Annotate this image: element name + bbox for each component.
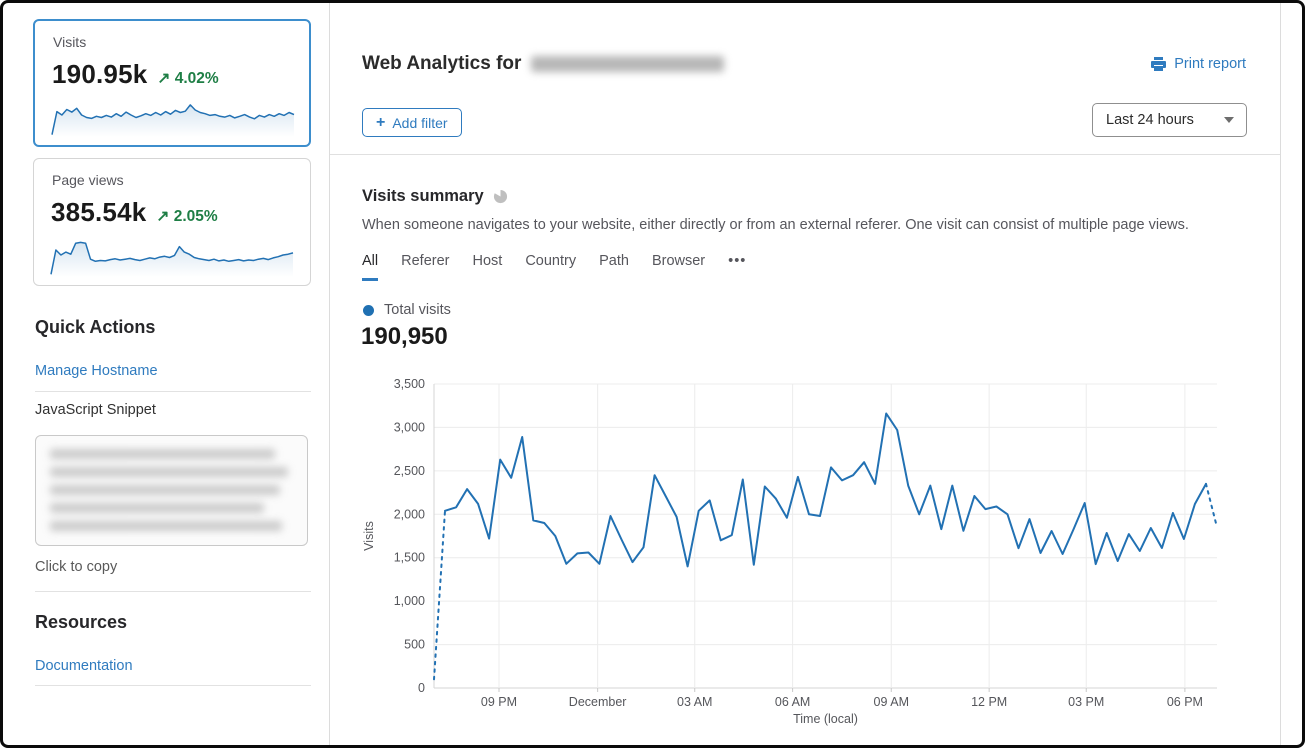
svg-text:03 AM: 03 AM: [677, 695, 712, 709]
chevron-down-icon: [1224, 117, 1234, 123]
svg-text:1,000: 1,000: [394, 594, 425, 608]
svg-text:0: 0: [418, 681, 425, 695]
visits-card-value: 190.95k: [52, 59, 148, 89]
tab-referer[interactable]: Referer: [401, 253, 450, 269]
printer-icon: [1150, 56, 1167, 72]
svg-text:03 PM: 03 PM: [1068, 695, 1104, 709]
divider: [35, 391, 311, 392]
tab-host[interactable]: Host: [472, 253, 503, 269]
svg-text:12 PM: 12 PM: [971, 695, 1007, 709]
up-arrow-icon: ↗: [157, 70, 171, 87]
svg-text:3,500: 3,500: [394, 377, 425, 391]
tab-path[interactable]: Path: [599, 253, 629, 269]
quick-actions-heading: Quick Actions: [35, 317, 156, 337]
pageviews-stat-card[interactable]: Page views 385.54k ↗ 2.05%: [33, 158, 311, 286]
js-snippet-code-box[interactable]: [35, 435, 308, 546]
manage-hostname-link[interactable]: Manage Hostname: [35, 363, 158, 379]
print-report-button[interactable]: Print report: [1150, 56, 1246, 72]
visits-card-delta: ↗ 4.02%: [157, 70, 219, 87]
svg-text:500: 500: [404, 638, 425, 652]
redacted-snippet-line: [50, 449, 275, 459]
svg-text:09 AM: 09 AM: [874, 695, 909, 709]
redacted-snippet-line: [50, 503, 264, 513]
pageviews-card-label: Page views: [52, 172, 124, 188]
dimension-tabs: All Referer Host Country Path Browser ••…: [362, 253, 746, 281]
svg-text:Time (local): Time (local): [793, 712, 858, 726]
legend-dot-icon: [363, 304, 374, 316]
redacted-snippet-line: [50, 485, 280, 495]
divider: [35, 591, 311, 592]
plus-icon: +: [376, 113, 386, 131]
svg-text:2,500: 2,500: [394, 464, 425, 478]
tabs-more-button[interactable]: •••: [728, 253, 747, 269]
resources-heading: Resources: [35, 612, 128, 632]
svg-text:09 PM: 09 PM: [481, 695, 517, 709]
visits-stat-card[interactable]: Visits 190.95k ↗ 4.02%: [33, 19, 311, 147]
svg-text:06 AM: 06 AM: [775, 695, 810, 709]
click-to-copy-hint: Click to copy: [35, 559, 118, 575]
visits-line-chart[interactable]: 0 500 1,000 1,500 2,000 2,500 3,000 3,500 09 PM D…: [359, 373, 1234, 728]
redacted-domain: [531, 56, 725, 72]
pageviews-card-value: 385.54k: [51, 197, 147, 227]
visits-sparkline: [51, 104, 295, 137]
pie-help-icon[interactable]: [493, 189, 508, 204]
total-visits-value: 190,950: [361, 323, 448, 350]
js-snippet-label: JavaScript Snippet: [35, 402, 156, 418]
main-panel: Web Analytics for Print report + Add fil…: [329, 3, 1281, 745]
svg-text:December: December: [569, 695, 627, 709]
visits-summary-title: Visits summary: [362, 187, 484, 205]
svg-text:3,000: 3,000: [394, 420, 425, 434]
redacted-snippet-line: [50, 467, 288, 477]
time-range-value: Last 24 hours: [1106, 112, 1194, 128]
main-header: Web Analytics for Print report + Add fil…: [330, 3, 1280, 155]
tab-all[interactable]: All: [362, 253, 379, 281]
visits-summary-description: When someone navigates to your website, …: [362, 217, 1189, 233]
visits-chart-container: 0 500 1,000 1,500 2,000 2,500 3,000 3,500 09 PM D…: [359, 373, 1234, 733]
svg-text:1,500: 1,500: [394, 551, 425, 565]
time-range-select[interactable]: Last 24 hours: [1092, 103, 1247, 137]
visits-card-label: Visits: [53, 34, 87, 50]
svg-text:2,000: 2,000: [394, 507, 425, 521]
redacted-snippet-line: [50, 521, 282, 531]
page-title: Web Analytics for: [362, 53, 522, 74]
legend-label: Total visits: [384, 302, 451, 318]
pageviews-sparkline: [50, 241, 294, 277]
add-filter-button[interactable]: + Add filter: [362, 108, 462, 137]
svg-text:Visits: Visits: [362, 521, 376, 551]
tab-country[interactable]: Country: [525, 253, 577, 269]
pageviews-card-delta: ↗ 2.05%: [156, 208, 218, 225]
documentation-link[interactable]: Documentation: [35, 658, 133, 674]
tab-browser[interactable]: Browser: [651, 253, 706, 269]
up-arrow-icon: ↗: [156, 208, 170, 225]
chart-legend: Total visits: [363, 302, 451, 318]
divider: [35, 685, 311, 686]
svg-text:06 PM: 06 PM: [1167, 695, 1203, 709]
